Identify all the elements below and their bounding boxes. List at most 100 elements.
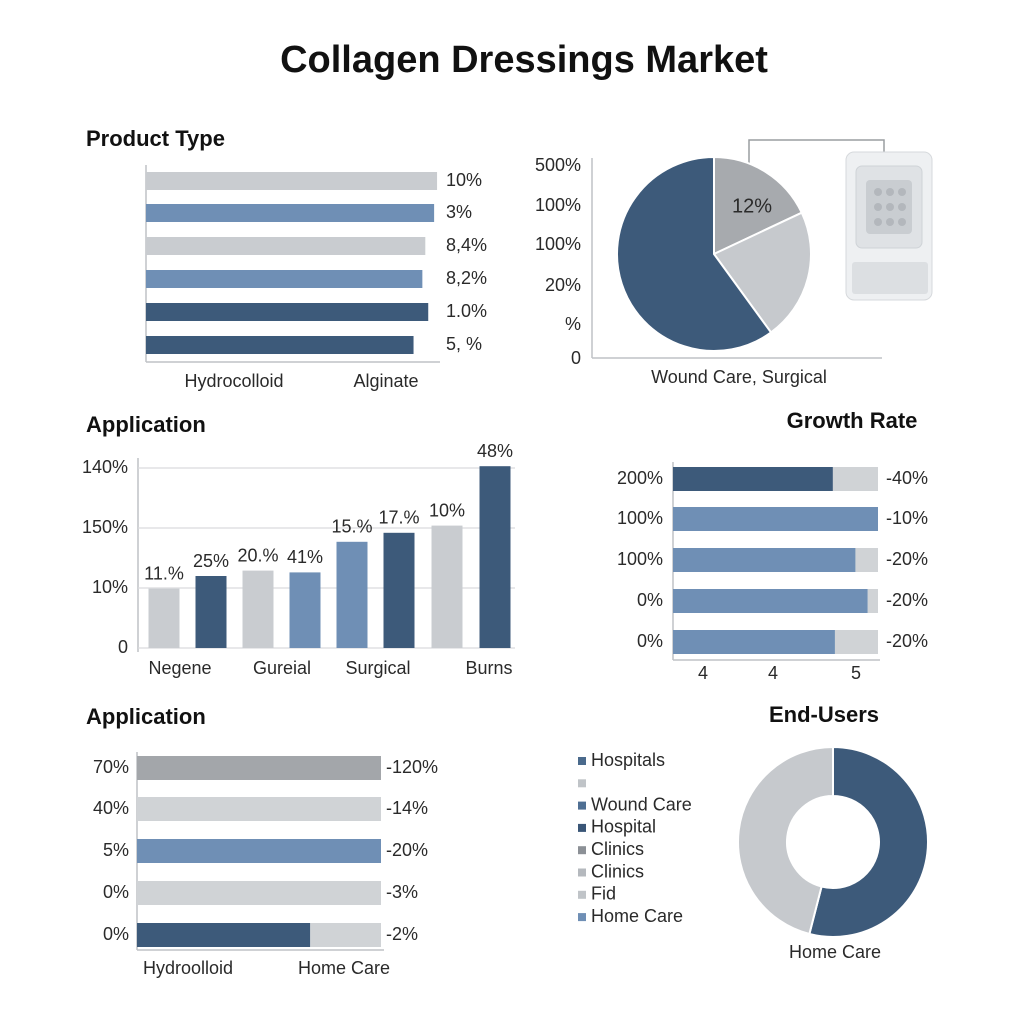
- bar: [383, 532, 415, 648]
- x-label: Gureial: [253, 658, 311, 678]
- pie-slice: [713, 155, 804, 256]
- x-label: Hydrocolloid: [184, 371, 283, 391]
- panel-title: Product Type: [86, 126, 225, 151]
- bar: [146, 336, 414, 354]
- bar: [137, 756, 381, 780]
- bar-annotation: 17.%: [378, 508, 419, 528]
- legend-swatch: [578, 801, 586, 810]
- y-label: 0%: [637, 590, 663, 610]
- legend-label: Hospital: [591, 817, 656, 837]
- bar: [242, 570, 274, 648]
- pie-slice: [712, 211, 812, 334]
- legend-swatch: [578, 913, 586, 922]
- bar: [137, 797, 381, 821]
- legend-swatch: [578, 868, 586, 877]
- end-label: -14%: [386, 798, 428, 818]
- y-label: 100%: [535, 234, 581, 254]
- end-label: -120%: [386, 757, 438, 777]
- x-label: 4: [768, 663, 778, 683]
- end-label: -2%: [386, 924, 418, 944]
- y-label: 40%: [93, 798, 129, 818]
- bar-label: 8,2%: [446, 268, 487, 288]
- y-label: 0%: [103, 924, 129, 944]
- y-label: 5%: [103, 840, 129, 860]
- x-label: Burns: [465, 658, 512, 678]
- bar: [673, 548, 856, 572]
- x-label: Hydroolloid: [143, 958, 233, 978]
- bar-label: 5, %: [446, 334, 482, 354]
- bar: [673, 507, 878, 531]
- legend-swatch: [578, 823, 586, 832]
- bar: [146, 237, 426, 255]
- dressing-image: [845, 151, 933, 301]
- page-title: Collagen Dressings Market: [280, 39, 768, 81]
- x-label: Home Care: [298, 958, 390, 978]
- x-label: 5: [851, 663, 861, 683]
- y-label: 0: [118, 637, 128, 657]
- y-label: 70%: [93, 757, 129, 777]
- bar: [146, 172, 438, 190]
- pie-slice: [808, 745, 929, 938]
- pie-slice: [737, 745, 834, 936]
- bar-annotation: 48%: [477, 441, 513, 461]
- y-label: 500%: [535, 155, 581, 175]
- y-label: 200%: [617, 468, 663, 488]
- bar: [148, 588, 180, 648]
- end-label: -40%: [886, 468, 928, 488]
- legend-swatch: [578, 757, 586, 765]
- bar: [336, 541, 368, 648]
- end-label: -20%: [386, 840, 428, 860]
- y-label: 0%: [103, 882, 129, 902]
- panel-title: End-Users: [769, 702, 879, 727]
- legend-label: Home Care: [591, 906, 683, 926]
- end-label: -20%: [886, 590, 928, 610]
- bar-remainder: [834, 630, 878, 654]
- bar-remainder: [310, 923, 381, 947]
- slice-annotation: 12%: [732, 195, 772, 217]
- bar-label: 10%: [446, 170, 482, 190]
- bar-annotation: 25%: [193, 551, 229, 571]
- legend-label: Wound Care: [591, 794, 692, 814]
- bar-label: 8,4%: [446, 235, 487, 255]
- bar: [673, 630, 835, 654]
- y-label: 150%: [82, 517, 128, 537]
- bar-annotation: 20.%: [237, 545, 278, 565]
- bar-annotation: 41%: [287, 547, 323, 567]
- bar: [431, 525, 463, 648]
- legend-label: Fid: [591, 884, 616, 904]
- pie-slice: [616, 155, 773, 352]
- y-label: 100%: [617, 549, 663, 569]
- bar-remainder: [855, 548, 878, 572]
- y-label: 100%: [617, 508, 663, 528]
- legend-label: Clinics: [591, 839, 644, 859]
- bar: [146, 204, 435, 222]
- panel-title: Application: [86, 704, 206, 729]
- y-label: 10%: [92, 577, 128, 597]
- legend-label: Clinics: [591, 861, 644, 881]
- bar-remainder: [832, 467, 878, 491]
- bar-annotation: 10%: [429, 500, 465, 520]
- bar: [137, 881, 381, 905]
- legend-swatch: [578, 846, 586, 855]
- end-label: -20%: [886, 631, 928, 651]
- y-label: 20%: [545, 275, 581, 295]
- bar: [673, 589, 868, 613]
- bar: [146, 303, 429, 321]
- leader-line: [748, 139, 885, 177]
- y-label: 100%: [535, 195, 581, 215]
- x-label: Home Care: [789, 942, 881, 962]
- bar: [479, 466, 511, 648]
- bar: [289, 572, 321, 648]
- bar-remainder: [867, 589, 878, 613]
- x-label: 4: [698, 663, 708, 683]
- x-label: Wound Care, Surgical: [651, 367, 827, 387]
- y-label: 0: [571, 348, 581, 368]
- y-label: 0%: [637, 631, 663, 651]
- bar: [137, 839, 381, 863]
- end-label: -3%: [386, 882, 418, 902]
- end-label: -10%: [886, 508, 928, 528]
- x-label: Negene: [148, 658, 211, 678]
- legend-swatch: [578, 890, 586, 899]
- legend-swatch: [578, 779, 586, 788]
- legend-label: Hospitals: [591, 750, 665, 770]
